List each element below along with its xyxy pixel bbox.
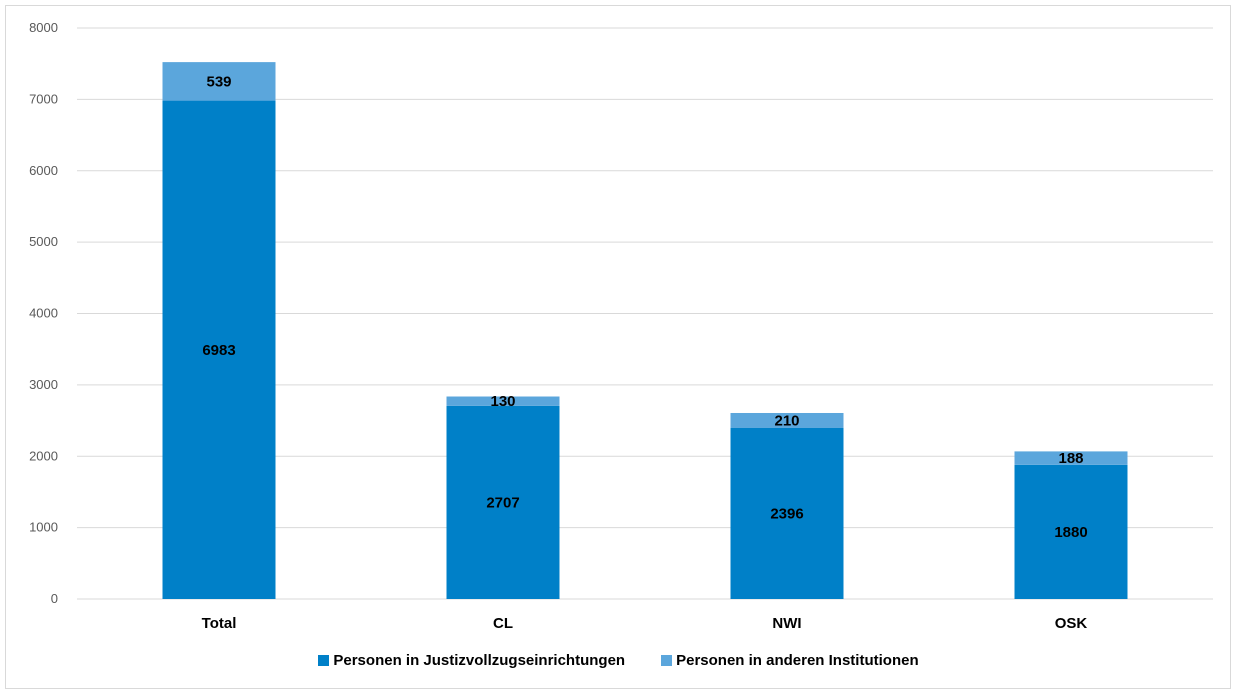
data-label-series-1: 210 bbox=[774, 412, 799, 429]
legend-item-series-1: Personen in anderen Institutionen bbox=[661, 652, 919, 669]
bar-segment-series-0 bbox=[162, 100, 276, 599]
data-label-series-1: 130 bbox=[490, 393, 515, 410]
y-tick-label: 6000 bbox=[29, 163, 58, 178]
data-label-series-0: 6983 bbox=[202, 342, 235, 359]
data-labels: 6983 539 2707 130 2396 210 1880 188 bbox=[202, 73, 1087, 541]
legend: Personen in Justizvollzugseinrichtungen … bbox=[0, 652, 1237, 669]
data-label-series-0: 1880 bbox=[1054, 524, 1087, 541]
bar-segment-series-1 bbox=[446, 396, 560, 406]
x-category-label: OSK bbox=[1055, 615, 1088, 632]
legend-swatch-series-0 bbox=[318, 655, 330, 666]
data-label-series-1: 188 bbox=[1058, 450, 1083, 467]
y-tick-label: 5000 bbox=[29, 234, 58, 249]
y-tick-label: 1000 bbox=[29, 520, 58, 535]
y-axis-ticks: 0 1000 2000 3000 4000 5000 6000 7000 8000 bbox=[29, 20, 58, 606]
bars bbox=[162, 62, 1128, 599]
data-label-series-1: 539 bbox=[206, 73, 231, 90]
legend-label-series-1: Personen in anderen Institutionen bbox=[676, 652, 919, 669]
data-label-series-0: 2396 bbox=[770, 505, 803, 522]
x-category-label: Total bbox=[202, 615, 237, 632]
bar-segment-series-0 bbox=[730, 427, 844, 599]
bar-segment-series-1 bbox=[730, 412, 844, 428]
data-label-series-0: 2707 bbox=[486, 494, 519, 511]
bar-segment-series-0 bbox=[446, 405, 560, 599]
x-axis-categories: Total CL NWI OSK bbox=[202, 615, 1088, 632]
legend-swatch-series-1 bbox=[661, 655, 673, 666]
bar-segment-series-1 bbox=[162, 62, 276, 101]
legend-label-series-0: Personen in Justizvollzugseinrichtungen bbox=[333, 652, 626, 669]
y-tick-label: 0 bbox=[51, 591, 58, 606]
y-tick-label: 2000 bbox=[29, 448, 58, 463]
x-category-label: NWI bbox=[772, 615, 801, 632]
y-tick-label: 3000 bbox=[29, 377, 58, 392]
bar-segment-series-1 bbox=[1014, 451, 1128, 465]
bar-segment-series-0 bbox=[1014, 464, 1128, 599]
y-tick-label: 4000 bbox=[29, 306, 58, 321]
x-category-label: CL bbox=[493, 615, 513, 632]
y-tick-label: 8000 bbox=[29, 20, 58, 35]
y-tick-label: 7000 bbox=[29, 91, 58, 106]
legend-item-series-0: Personen in Justizvollzugseinrichtungen bbox=[318, 652, 625, 669]
